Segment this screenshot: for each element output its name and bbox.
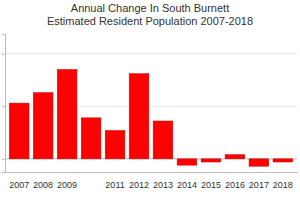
grid-line <box>5 53 297 54</box>
bar <box>249 159 269 166</box>
bar <box>105 130 125 158</box>
x-axis: 2007 2008 2009 2011 2012 2013 2014 2015 2016 2017… <box>6 173 298 191</box>
bar <box>9 103 29 159</box>
y-axis <box>2 35 6 173</box>
bar <box>273 159 293 162</box>
x-tick-label: 2014 <box>177 180 197 190</box>
x-axis-line <box>6 172 298 173</box>
x-tick: 2016 <box>225 180 245 190</box>
x-tick: 2015 <box>201 180 221 190</box>
bar <box>225 155 245 159</box>
bar <box>177 159 197 165</box>
bars <box>9 69 292 166</box>
title-line: Annual Change In South Burnett <box>71 2 229 14</box>
x-tick: 2017 <box>249 180 269 190</box>
x-tick-label: 2018 <box>273 180 293 190</box>
x-tick: 2011 <box>105 180 124 190</box>
bar <box>81 118 101 159</box>
x-tick: 2012 <box>129 180 149 190</box>
bar <box>129 74 149 159</box>
x-tick: 2007 <box>9 180 29 190</box>
bar <box>201 159 221 162</box>
y-axis-line <box>2 35 6 173</box>
x-tick: 2018 <box>273 180 293 190</box>
x-tick: 2014 <box>177 180 197 190</box>
y-tick <box>2 106 5 107</box>
x-tick-label: 2012 <box>129 180 149 190</box>
x-tick-label: 2013 <box>153 180 173 190</box>
y-tick-mark <box>2 54 5 55</box>
x-tick-label: 2016 <box>225 180 245 190</box>
x-tick: 2008 <box>33 180 53 190</box>
chart-svg: Annual Change In South BurnettEstimated … <box>0 0 300 200</box>
bar <box>33 93 53 159</box>
bar <box>57 69 77 158</box>
title: Annual Change In South BurnettEstimated … <box>47 2 253 27</box>
x-tick-label: 2008 <box>33 180 53 190</box>
y-tick <box>2 159 5 160</box>
y-tick-mark <box>2 159 5 160</box>
x-tick-label: 2007 <box>9 180 29 190</box>
x-tick: 2009 <box>57 180 77 190</box>
x-tick: 2013 <box>153 180 173 190</box>
y-tick-mark <box>2 106 5 107</box>
chart-container: Annual Change In South BurnettEstimated … <box>0 0 300 200</box>
plot: 2007 2008 2009 2011 2012 2013 2014 2015 2016 2017… <box>2 35 298 191</box>
bar <box>153 121 173 159</box>
x-tick-label: 2017 <box>249 180 269 190</box>
grid <box>5 54 297 159</box>
x-tick-label: 2015 <box>201 180 221 190</box>
x-tick-label: 2011 <box>105 180 124 190</box>
y-tick <box>2 54 5 55</box>
title-line: Estimated Resident Population 2007-2018 <box>47 15 253 27</box>
x-tick-label: 2009 <box>57 180 77 190</box>
